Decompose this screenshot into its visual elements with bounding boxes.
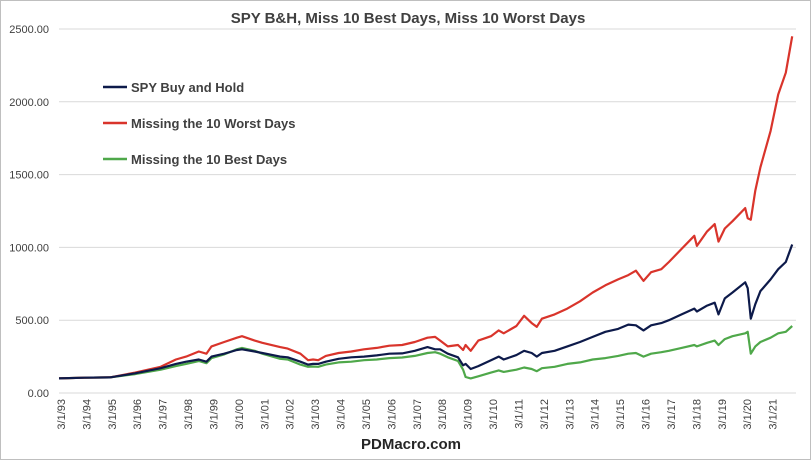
- x-tick-label: 3/1/96: [132, 399, 144, 430]
- x-tick-label: 3/1/06: [386, 399, 398, 430]
- x-tick-label: 3/1/17: [666, 399, 678, 430]
- x-tick-label: 3/1/10: [488, 399, 500, 430]
- x-tick-label: 3/1/15: [615, 399, 627, 430]
- x-tick-label: 3/1/09: [463, 399, 475, 430]
- series-lines: [58, 36, 794, 380]
- x-tick-label: 3/1/11: [513, 399, 525, 429]
- x-tick-label: 3/1/02: [285, 399, 297, 430]
- legend: SPY Buy and Hold Missing the 10 Worst Day…: [103, 80, 295, 167]
- x-tick-label: 3/1/99: [208, 399, 220, 430]
- x-tick-label: 3/1/94: [81, 399, 93, 430]
- x-tick-label: 3/1/01: [259, 399, 271, 430]
- gridlines: [59, 28, 796, 394]
- x-tick-label: 3/1/97: [158, 399, 170, 430]
- x-tick-label: 3/1/12: [539, 399, 551, 430]
- x-tick-label: 3/1/98: [183, 399, 195, 430]
- chart-title: SPY B&H, Miss 10 Best Days, Miss 10 Wors…: [231, 10, 586, 27]
- y-axis-ticks: 0.00 500.00 1000.00 1500.00 2000.00 2500.00: [9, 24, 49, 400]
- x-axis-ticks: 3/1/93 3/1/94 3/1/95 3/1/96 3/1/97 3/1/98 3/1/…: [56, 399, 780, 430]
- y-tick-label: 2500.00: [9, 24, 49, 36]
- y-tick-label: 2000.00: [9, 97, 49, 109]
- x-tick-label: 3/1/95: [107, 399, 119, 430]
- x-tick-label: 3/1/08: [437, 399, 449, 430]
- legend-label-1: Missing the 10 Worst Days: [131, 116, 295, 131]
- x-tick-label: 3/1/04: [336, 399, 348, 430]
- y-tick-label: 1000.00: [9, 242, 49, 254]
- x-tick-label: 3/1/19: [717, 399, 729, 430]
- x-tick-label: 3/1/07: [412, 399, 424, 430]
- y-tick-label: 0.00: [28, 388, 49, 400]
- x-tick-label: 3/1/21: [768, 399, 780, 430]
- legend-label-0: SPY Buy and Hold: [131, 80, 244, 95]
- x-tick-label: 3/1/13: [564, 399, 576, 430]
- x-tick-label: 3/1/18: [691, 399, 703, 430]
- x-tick-label: 3/1/16: [641, 399, 653, 430]
- y-tick-label: 500.00: [15, 315, 49, 327]
- legend-label-2: Missing the 10 Best Days: [131, 152, 287, 167]
- series-line-0: [58, 244, 794, 380]
- y-tick-label: 1500.00: [9, 170, 49, 182]
- x-tick-label: 3/1/05: [361, 399, 373, 430]
- series-line-1: [58, 36, 794, 380]
- series-line-2: [58, 325, 793, 380]
- x-tick-label: 3/1/14: [590, 399, 602, 430]
- watermark-text: PDMacro.com: [361, 436, 461, 453]
- x-tick-label: 3/1/93: [56, 399, 68, 430]
- x-tick-label: 3/1/03: [310, 399, 322, 430]
- x-tick-label: 3/1/20: [742, 399, 754, 430]
- x-tick-label: 3/1/00: [234, 399, 246, 430]
